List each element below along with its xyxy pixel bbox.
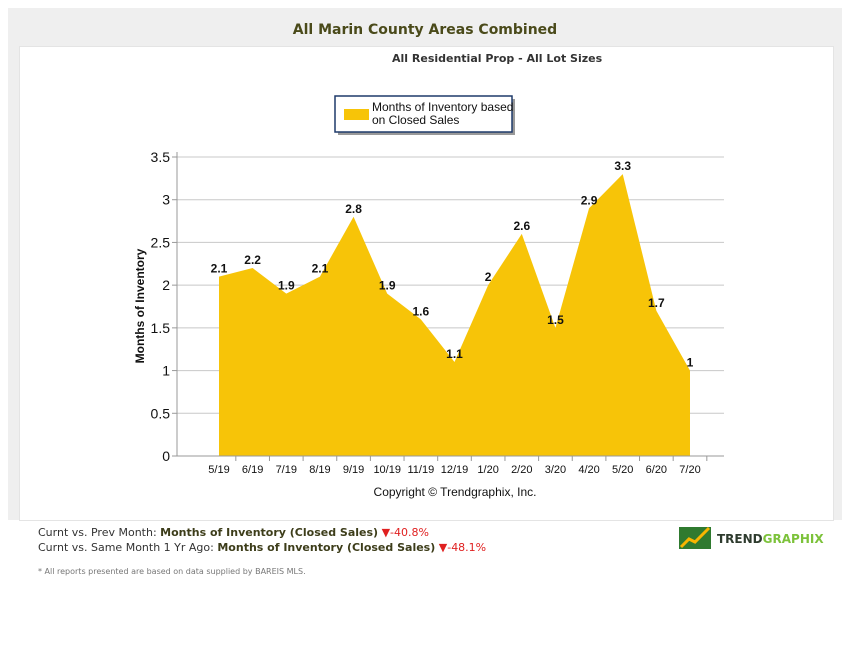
data-label: 1.9 bbox=[278, 279, 295, 293]
x-tick-label: 10/19 bbox=[373, 464, 401, 476]
data-label: 1.1 bbox=[446, 347, 463, 361]
data-label: 1.5 bbox=[547, 313, 564, 327]
data-label: 2.9 bbox=[581, 193, 598, 207]
x-tick-label: 6/19 bbox=[242, 464, 263, 476]
x-tick-label: 5/19 bbox=[208, 464, 229, 476]
x-axis-label: Copyright © Trendgraphix, Inc. bbox=[374, 485, 537, 499]
down-triangle-icon: ▼ bbox=[438, 541, 448, 554]
y-tick-label: 0 bbox=[162, 448, 170, 464]
legend-text: Months of Inventory based bbox=[372, 100, 513, 114]
logo-text: TREND bbox=[717, 531, 763, 546]
data-source-note: * All reports presented are based on dat… bbox=[38, 567, 306, 576]
x-tick-label: 4/20 bbox=[578, 464, 599, 476]
y-tick-label: 2.5 bbox=[151, 234, 171, 250]
footer-line-year-ago: Curnt vs. Same Month 1 Yr Ago: Months of… bbox=[38, 541, 486, 554]
x-tick-label: 2/20 bbox=[511, 464, 532, 476]
logo-text: GRAPHIX bbox=[762, 531, 824, 546]
data-label: 2.2 bbox=[244, 253, 261, 267]
y-tick-label: 3.5 bbox=[151, 149, 171, 165]
x-tick-label: 3/20 bbox=[545, 464, 566, 476]
x-tick-label: 11/19 bbox=[407, 464, 434, 476]
y-tick-label: 3 bbox=[162, 192, 170, 208]
y-tick-label: 2 bbox=[162, 277, 170, 293]
y-tick-label: 0.5 bbox=[151, 405, 171, 421]
x-tick-label: 1/20 bbox=[477, 464, 498, 476]
trendgraphix-logo: TRENDGRAPHIX bbox=[679, 525, 824, 549]
data-label: 1.7 bbox=[648, 296, 665, 310]
y-tick-label: 1 bbox=[162, 363, 170, 379]
data-label: 1.6 bbox=[413, 304, 430, 318]
area-series bbox=[219, 174, 690, 457]
data-label: 2.8 bbox=[345, 202, 362, 216]
area-chart: 0 0.5 1 1.5 2 2.5 3 3.5 5/19 2.1 6/19 2.2 7/19 1.9 8/1… bbox=[133, 95, 724, 499]
x-tick-label: 6/20 bbox=[646, 464, 667, 476]
legend-swatch bbox=[344, 109, 369, 120]
legend-text: on Closed Sales bbox=[372, 113, 459, 127]
data-label: 2.1 bbox=[312, 262, 329, 276]
y-tick-label: 1.5 bbox=[151, 320, 171, 336]
x-tick-label: 7/20 bbox=[679, 464, 700, 476]
x-tick-label: 7/19 bbox=[276, 464, 297, 476]
y-axis-label: Months of Inventory bbox=[133, 248, 147, 363]
x-tick-label: 12/19 bbox=[441, 464, 469, 476]
footer-line-prev-month: Curnt vs. Prev Month: Months of Inventor… bbox=[38, 526, 429, 539]
x-tick-label: 9/19 bbox=[343, 464, 364, 476]
data-label: 1.9 bbox=[379, 279, 396, 293]
metric: Months of Inventory (Closed Sales) bbox=[160, 526, 379, 539]
change-value: -48.1% bbox=[447, 541, 487, 554]
chart-subtitle: All Residential Prop - All Lot Sizes bbox=[392, 52, 603, 65]
logo-chart-icon bbox=[679, 526, 711, 549]
data-label: 3.3 bbox=[614, 159, 631, 173]
down-triangle-icon: ▼ bbox=[381, 526, 391, 539]
change-value: -40.8% bbox=[390, 526, 429, 539]
metric: Months of Inventory (Closed Sales) bbox=[217, 541, 436, 554]
data-label: 2.6 bbox=[513, 219, 530, 233]
data-label: 2.1 bbox=[211, 262, 228, 276]
label: Curnt vs. Prev Month: bbox=[38, 526, 161, 539]
data-label: 2 bbox=[485, 270, 492, 284]
x-tick-label: 5/20 bbox=[612, 464, 633, 476]
label: Curnt vs. Same Month 1 Yr Ago: bbox=[38, 541, 218, 554]
data-label: 1 bbox=[687, 356, 694, 370]
x-tick-label: 8/19 bbox=[309, 464, 330, 476]
chart-title: All Marin County Areas Combined bbox=[292, 22, 558, 38]
